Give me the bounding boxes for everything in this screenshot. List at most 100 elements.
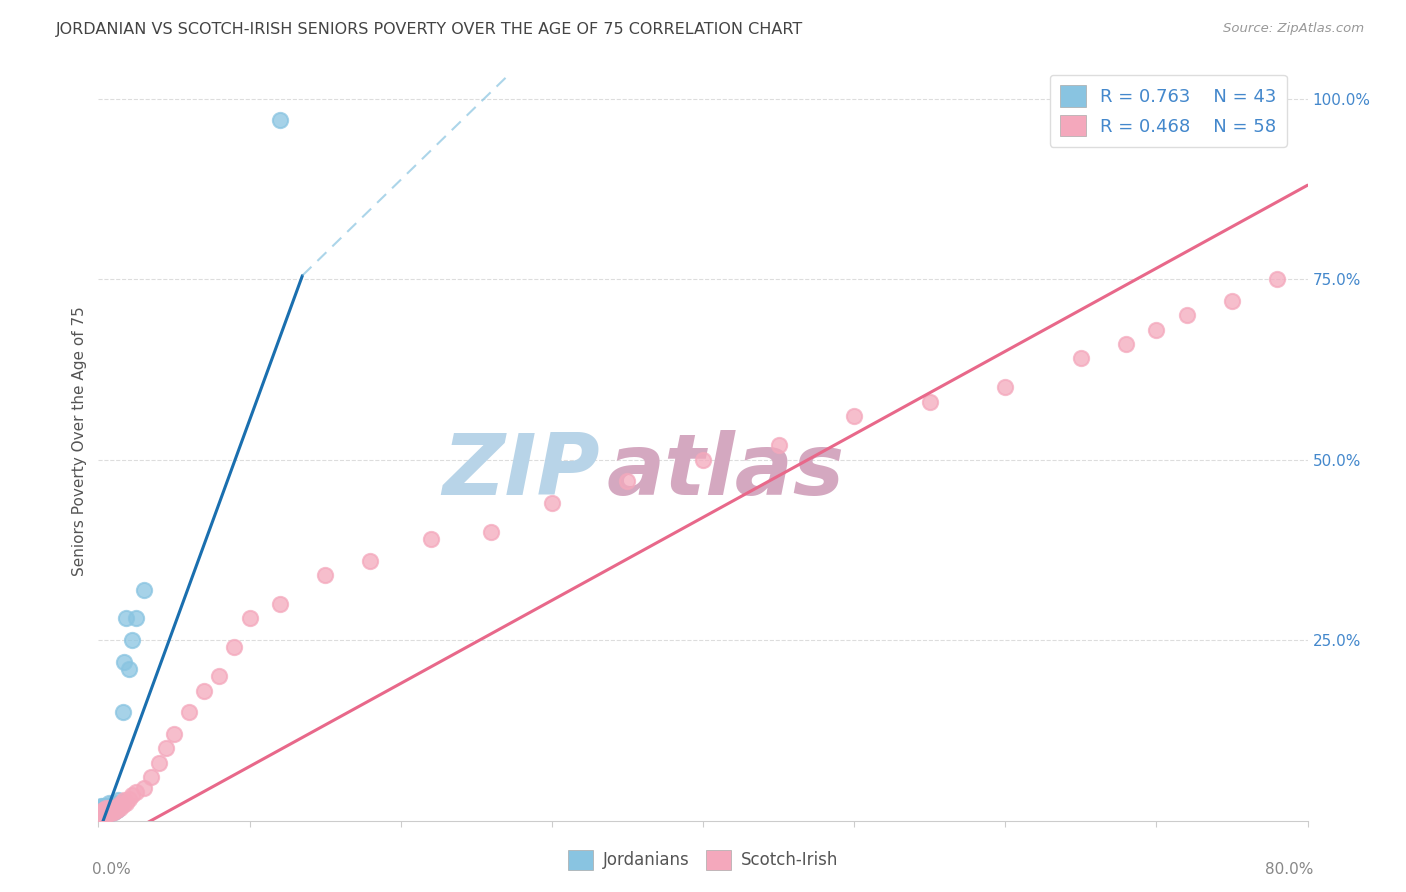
Point: [269, 597, 291, 611]
Point: [96, 803, 118, 817]
Point: [96, 799, 118, 814]
Point: [98, 806, 121, 821]
Point: [107, 793, 129, 807]
Text: ZIP: ZIP: [443, 430, 600, 514]
Point: [224, 640, 246, 655]
Text: 80.0%: 80.0%: [1265, 863, 1313, 878]
Legend: Jordanians, Scotch-Irish: Jordanians, Scotch-Irish: [561, 843, 845, 877]
Point: [481, 524, 503, 539]
Point: [96, 803, 118, 817]
Point: [540, 496, 562, 510]
Point: [101, 805, 124, 819]
Point: [103, 800, 125, 814]
Point: [98, 803, 121, 817]
Point: [692, 452, 714, 467]
Point: [1070, 351, 1092, 366]
Point: [98, 800, 121, 814]
Point: [148, 756, 170, 770]
Point: [100, 799, 122, 814]
Point: [101, 800, 124, 814]
Point: [103, 805, 125, 819]
Point: [208, 669, 231, 683]
Point: [104, 803, 127, 817]
Point: [98, 805, 121, 819]
Point: [118, 792, 141, 806]
Point: [994, 380, 1017, 394]
Point: [93, 803, 115, 817]
Point: [93, 808, 115, 822]
Point: [420, 532, 443, 546]
Point: [193, 683, 215, 698]
Point: [1220, 293, 1243, 308]
Point: [94, 805, 117, 819]
Point: [918, 394, 941, 409]
Point: [98, 796, 121, 810]
Point: [768, 438, 790, 452]
Point: [91, 803, 114, 817]
Point: [93, 805, 115, 819]
Point: [103, 805, 125, 819]
Point: [89, 806, 111, 821]
Point: [107, 800, 129, 814]
Point: [96, 806, 118, 821]
Text: atlas: atlas: [606, 430, 845, 514]
Point: [94, 808, 117, 822]
Point: [100, 803, 122, 817]
Point: [111, 797, 134, 812]
Point: [89, 808, 111, 822]
Point: [1175, 308, 1198, 322]
Point: [239, 611, 262, 625]
Point: [112, 655, 135, 669]
Point: [103, 796, 125, 810]
Point: [90, 799, 112, 814]
Point: [91, 799, 114, 814]
Point: [125, 785, 148, 799]
Point: [114, 611, 136, 625]
Point: [100, 806, 122, 821]
Point: [132, 781, 155, 796]
Point: [1267, 272, 1289, 286]
Point: [112, 793, 135, 807]
Text: Source: ZipAtlas.com: Source: ZipAtlas.com: [1223, 22, 1364, 36]
Point: [360, 554, 382, 568]
Point: [269, 113, 291, 128]
Point: [314, 568, 336, 582]
Point: [107, 799, 129, 814]
Point: [90, 803, 112, 817]
Point: [110, 796, 132, 810]
Point: [114, 796, 136, 810]
Point: [105, 803, 128, 817]
Point: [104, 797, 127, 812]
Point: [1115, 337, 1137, 351]
Point: [105, 797, 128, 812]
Point: [844, 409, 866, 424]
Point: [93, 806, 115, 821]
Point: [132, 582, 155, 597]
Text: 0.0%: 0.0%: [93, 863, 131, 878]
Point: [103, 800, 125, 814]
Point: [125, 611, 148, 625]
Point: [96, 806, 118, 821]
Point: [91, 808, 114, 822]
Text: JORDANIAN VS SCOTCH-IRISH SENIORS POVERTY OVER THE AGE OF 75 CORRELATION CHART: JORDANIAN VS SCOTCH-IRISH SENIORS POVERT…: [56, 22, 803, 37]
Point: [104, 803, 127, 817]
Point: [101, 800, 124, 814]
Point: [100, 803, 122, 817]
Y-axis label: Seniors Poverty Over the Age of 75: Seniors Poverty Over the Age of 75: [72, 307, 87, 576]
Point: [121, 789, 143, 803]
Point: [94, 808, 117, 822]
Point: [105, 803, 128, 817]
Point: [616, 475, 638, 489]
Point: [118, 662, 141, 676]
Point: [94, 800, 117, 814]
Point: [1144, 323, 1167, 337]
Point: [91, 803, 114, 817]
Point: [111, 706, 134, 720]
Point: [155, 741, 177, 756]
Point: [179, 706, 201, 720]
Point: [94, 803, 117, 817]
Point: [90, 806, 112, 821]
Point: [121, 633, 143, 648]
Point: [163, 727, 186, 741]
Point: [141, 770, 163, 784]
